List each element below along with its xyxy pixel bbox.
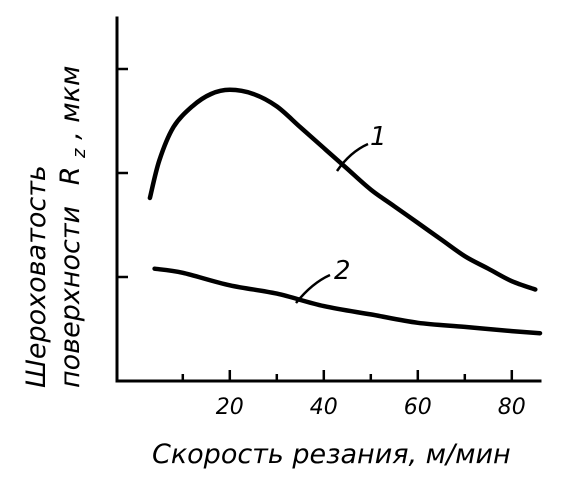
y-axis-title-unit: , мкм (55, 66, 86, 140)
curve-labels: 1 2 (295, 122, 387, 304)
tick-labels: 20 40 60 80 (216, 395, 526, 420)
x-tick-label-40: 40 (310, 395, 338, 420)
x-tick-label-60: 60 (404, 395, 432, 420)
y-axis-title-line2-text: поверхности (55, 206, 86, 388)
ticks (117, 67, 514, 381)
x-tick-label-20: 20 (216, 395, 244, 420)
x-axis-title: Скорость резания, м/мин (152, 439, 511, 470)
series-2-line (152, 266, 543, 336)
y-axis-title: Шероховатость поверхности R z , мкм (21, 66, 92, 388)
series (147, 87, 543, 336)
curve-2-leader (295, 273, 331, 304)
x-tick-label-80: 80 (498, 395, 526, 420)
y-axis-title-subscript: z (69, 148, 90, 159)
axes (115, 16, 542, 383)
curve-1-label: 1 (370, 122, 387, 152)
curve-2-label: 2 (334, 256, 351, 286)
y-axis-title-symbol: R (55, 167, 86, 186)
series-1-line (147, 87, 538, 292)
y-axis-title-line2: поверхности R z , мкм (55, 66, 92, 388)
y-axis-title-line1: Шероховатость (21, 165, 52, 388)
curve-1-leader (335, 142, 369, 172)
